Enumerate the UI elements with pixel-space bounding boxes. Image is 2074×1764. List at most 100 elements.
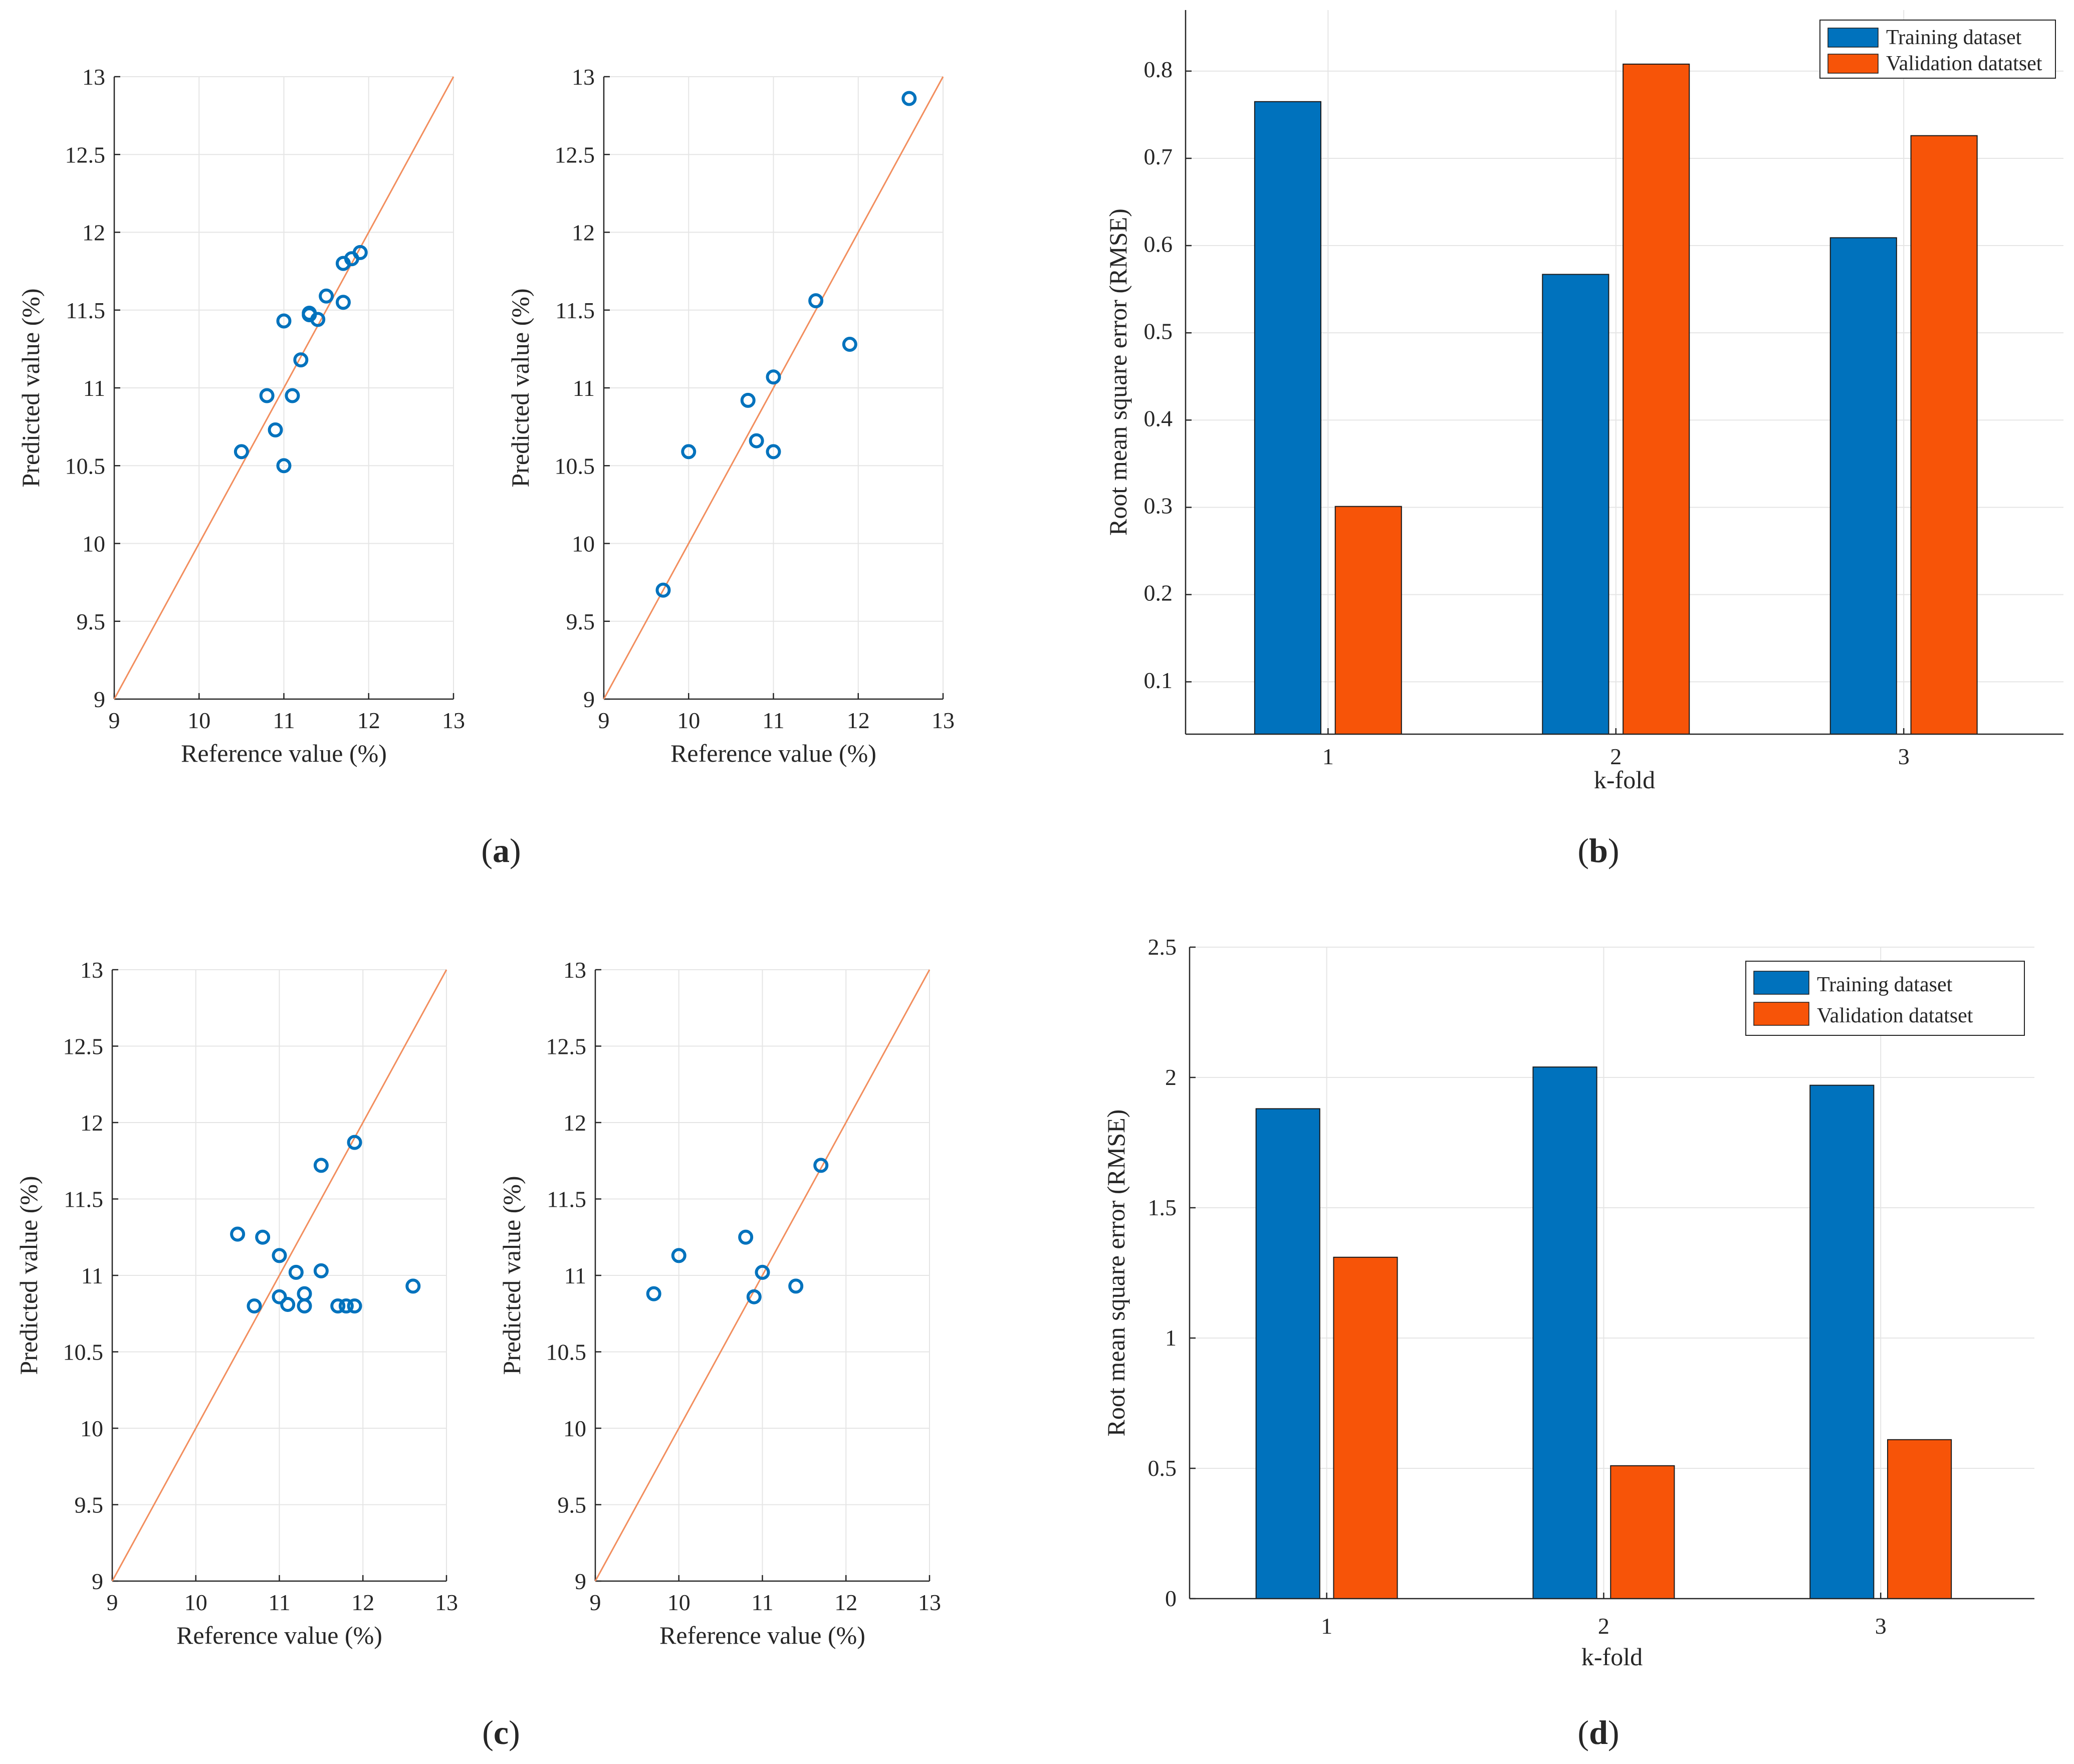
- y-tick-label: 11.5: [555, 298, 595, 323]
- y-tick-label: 11: [83, 375, 105, 401]
- x-axis-label: k-fold: [1594, 766, 1655, 794]
- x-tick-label: 12: [847, 708, 870, 733]
- data-point: [293, 352, 309, 368]
- panel-label-c-letter: c: [494, 1713, 509, 1751]
- x-axis-label: Reference value (%): [176, 1621, 382, 1649]
- x-tick-label: 10: [667, 1590, 690, 1615]
- y-tick-label: 10.5: [546, 1340, 587, 1365]
- data-point: [671, 1248, 686, 1263]
- panel-label-b-letter: b: [1589, 831, 1608, 869]
- panel-label-a-letter: a: [493, 831, 510, 869]
- y-tick-label: 9: [92, 1569, 103, 1594]
- data-point: [313, 1263, 329, 1278]
- y-tick-label: 13: [80, 957, 103, 983]
- data-point: [272, 1289, 287, 1304]
- y-tick-label: 9.5: [566, 609, 595, 634]
- panel-label-a-open: (: [481, 831, 493, 869]
- y-tick-label: 9.5: [77, 609, 106, 634]
- bar-training: [1829, 237, 1897, 735]
- x-tick-label: 9: [590, 1590, 601, 1615]
- identity-line: [111, 969, 447, 1582]
- legend: Training dataset Validation datatset: [1745, 961, 2025, 1036]
- x-tick-label: 3: [1898, 744, 1910, 769]
- data-point: [766, 444, 781, 460]
- data-point: [901, 91, 917, 106]
- y-tick-label: 12: [80, 1110, 103, 1136]
- y-tick-label: 11.5: [547, 1187, 586, 1212]
- y-tick-label: 0.2: [1144, 580, 1173, 606]
- y-axis-label: Predicted value (%): [498, 1176, 526, 1375]
- y-tick-label: 11.5: [64, 1187, 103, 1212]
- y-tick-label: 11.5: [66, 298, 105, 323]
- legend-swatch-validation: [1753, 1002, 1809, 1026]
- y-tick-label: 12.5: [555, 142, 595, 167]
- y-tick-label: 10: [572, 531, 595, 557]
- y-tick-label: 12.5: [63, 1034, 104, 1059]
- legend-swatch-training: [1827, 28, 1879, 48]
- panel-label-d: (d): [1577, 1713, 1619, 1751]
- y-tick-label: 0.1: [1144, 668, 1173, 693]
- x-tick-label: 12: [351, 1590, 374, 1615]
- data-point: [280, 1296, 296, 1312]
- panel-label-d-letter: d: [1589, 1713, 1608, 1751]
- plot-d-bar-chart: 1 2 3 0 0.5 1 1.5 2 2.5 k-fold Root mean square er…: [1102, 934, 2034, 1671]
- data-point: [310, 312, 326, 327]
- y-tick-label: 1: [1165, 1325, 1177, 1351]
- y-tick-label: 2.5: [1148, 934, 1177, 960]
- bar-training: [1542, 274, 1609, 735]
- bar-validation: [1334, 506, 1402, 735]
- data-point: [347, 1135, 362, 1150]
- legend-swatch-validation: [1827, 54, 1879, 74]
- data-point: [272, 1248, 287, 1263]
- data-point: [405, 1278, 421, 1294]
- bar-validation: [1333, 1256, 1398, 1600]
- data-point: [255, 1229, 271, 1245]
- x-tick-label: 13: [435, 1590, 458, 1615]
- x-tick-label: 10: [677, 708, 700, 733]
- data-point: [230, 1226, 246, 1242]
- y-tick-label: 10.5: [65, 453, 106, 479]
- y-tick-label: 11: [564, 1263, 586, 1288]
- data-point: [297, 1298, 312, 1313]
- y-tick-label: 13: [563, 957, 586, 983]
- x-tick-label: 10: [187, 708, 210, 733]
- panel-label-b: (b): [1577, 831, 1619, 869]
- data-point: [808, 293, 824, 309]
- data-point: [234, 444, 249, 460]
- plot-b-bar-chart: 1 2 3 0.1 0.2 0.3 0.4 0.5 0.6 0.7 0.8 k-fold Root me…: [1104, 10, 2063, 794]
- data-point: [285, 388, 300, 403]
- legend-label-training: Training dataset: [1886, 26, 2022, 49]
- y-tick-label: 0.8: [1144, 57, 1173, 82]
- y-tick-label: 9: [575, 1569, 586, 1594]
- data-point: [842, 337, 857, 352]
- y-tick-label: 0.3: [1144, 493, 1173, 519]
- data-point: [740, 392, 756, 408]
- bar-validation: [1610, 1465, 1675, 1600]
- data-point: [755, 1264, 770, 1280]
- y-tick-label: 12.5: [65, 142, 106, 167]
- data-point: [655, 582, 671, 598]
- bar-training: [1532, 1066, 1597, 1599]
- bar-training: [1255, 1108, 1320, 1599]
- x-axis-label: k-fold: [1581, 1643, 1643, 1671]
- x-tick-label: 2: [1598, 1613, 1609, 1639]
- plot-c-left-scatter: 9 10 11 12 13 9 9.5 10 10.5 11 11.5 12 12.5 13 Referen…: [15, 957, 458, 1649]
- data-point: [288, 1264, 304, 1280]
- y-tick-label: 0.7: [1144, 144, 1173, 169]
- data-point: [259, 388, 275, 403]
- y-tick-label: 10: [563, 1416, 586, 1441]
- data-point: [738, 1229, 754, 1245]
- data-point: [276, 313, 292, 329]
- panel-label-a: (a): [481, 831, 521, 869]
- panel-label-c-close: ): [509, 1713, 520, 1751]
- x-axis-label: Reference value (%): [659, 1621, 865, 1649]
- legend: Training dataset Validation datatset: [1819, 20, 2056, 79]
- y-tick-label: 12: [563, 1110, 586, 1136]
- plot-c-right-scatter: 9 10 11 12 13 9 9.5 10 10.5 11 11.5 12 12.5 13 Referen…: [498, 957, 941, 1649]
- data-point: [247, 1298, 262, 1313]
- plot-a-right-scatter: 9 10 11 12 13 9 9.5 10 10.5 11 11.5 12 12.5 13 Referen…: [506, 64, 955, 767]
- data-point: [330, 1298, 346, 1313]
- y-tick-label: 9: [583, 687, 595, 712]
- data-point: [338, 1298, 354, 1313]
